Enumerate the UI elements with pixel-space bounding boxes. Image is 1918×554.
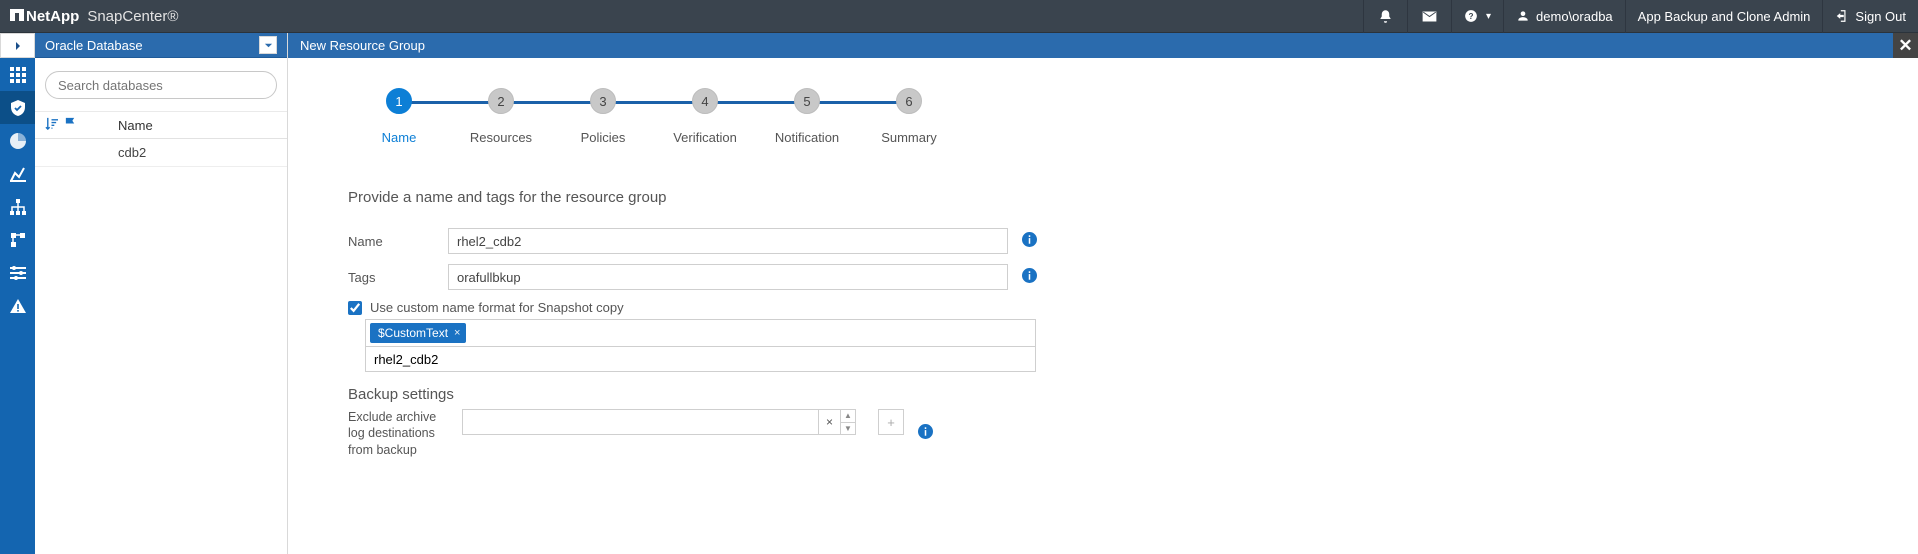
rail-item-resources[interactable]	[0, 91, 35, 124]
step-policies[interactable]: 3 Policies	[552, 88, 654, 145]
pie-icon	[10, 133, 26, 149]
resource-panel: Oracle Database Name cdb2	[35, 33, 288, 554]
notifications-button[interactable]	[1363, 0, 1407, 33]
exclude-row: Exclude archive log destinations from ba…	[348, 409, 1858, 458]
tags-label: Tags	[348, 270, 448, 285]
rail-item-storage[interactable]	[0, 223, 35, 256]
close-button[interactable]: ✕	[1893, 33, 1918, 58]
exclude-input[interactable]	[462, 409, 818, 435]
info-icon	[1022, 232, 1037, 247]
snapshot-name-input[interactable]	[365, 346, 1036, 372]
brand: NetApp SnapCenter®	[0, 8, 178, 25]
column-name[interactable]: Name	[110, 118, 153, 133]
sort-button[interactable]	[45, 117, 58, 133]
tags-info-button[interactable]	[1022, 268, 1037, 286]
wizard-main: New Resource Group ✕ 1 Name 2 Resources	[288, 33, 1918, 554]
token-customtext: $CustomText ×	[370, 323, 466, 343]
backup-settings-heading: Backup settings	[348, 386, 1858, 403]
spinner-down-button[interactable]: ▼	[841, 423, 855, 435]
list-item-label: cdb2	[110, 145, 146, 160]
user-icon	[1516, 9, 1530, 23]
netapp-mark-icon	[10, 8, 24, 25]
resource-view-bar: Oracle Database	[35, 33, 287, 58]
custom-format-row: Use custom name format for Snapshot copy	[348, 300, 1858, 315]
role-label[interactable]: App Backup and Clone Admin	[1625, 0, 1823, 33]
exclude-combo: × ▲ ▼	[462, 409, 856, 435]
shield-check-icon	[10, 100, 26, 116]
expand-rail-button[interactable]	[0, 33, 35, 58]
wizard-title: New Resource Group	[300, 38, 425, 53]
storage-icon	[10, 232, 26, 248]
brand-product: SnapCenter®	[87, 8, 178, 25]
alert-icon	[10, 298, 26, 314]
resource-search-row	[35, 58, 287, 112]
icon-rail	[0, 33, 35, 554]
step-name[interactable]: 1 Name	[348, 88, 450, 145]
signout-icon	[1835, 9, 1849, 23]
rail-item-dashboard[interactable]	[0, 58, 35, 91]
hierarchy-icon	[10, 199, 26, 215]
wizard-header: New Resource Group ✕	[288, 33, 1918, 58]
wizard-stepper: 1 Name 2 Resources 3 Policies 4	[348, 88, 1858, 145]
messages-button[interactable]	[1407, 0, 1451, 33]
filter-button[interactable]	[64, 117, 77, 133]
flag-icon	[64, 117, 77, 130]
search-input[interactable]	[45, 71, 277, 99]
info-icon	[918, 424, 933, 439]
exclude-add-button[interactable]: +	[878, 409, 904, 435]
chevron-down-icon	[264, 41, 273, 50]
exclude-info-button[interactable]	[918, 424, 933, 442]
step-summary[interactable]: 6 Summary	[858, 88, 960, 145]
envelope-icon	[1422, 9, 1437, 24]
form-heading: Provide a name and tags for the resource…	[348, 189, 1858, 206]
rail-item-hosts[interactable]	[0, 190, 35, 223]
custom-format-checkbox[interactable]	[348, 301, 362, 315]
svg-text:?: ?	[1469, 12, 1474, 21]
field-row-tags: Tags	[348, 264, 1858, 290]
step-notification[interactable]: 5 Notification	[756, 88, 858, 145]
rail-item-settings[interactable]	[0, 256, 35, 289]
name-label: Name	[348, 234, 448, 249]
exclude-label: Exclude archive log destinations from ba…	[348, 409, 448, 458]
resource-list-header: Name	[35, 112, 287, 139]
sliders-icon	[10, 265, 26, 281]
resource-view-label: Oracle Database	[45, 38, 143, 53]
exclude-clear-button[interactable]: ×	[818, 409, 840, 435]
wizard-form: Provide a name and tags for the resource…	[348, 189, 1858, 458]
list-item[interactable]: cdb2	[35, 139, 287, 167]
info-icon	[1022, 268, 1037, 283]
chevron-down-icon: ▾	[1486, 11, 1491, 22]
field-row-name: Name	[348, 228, 1858, 254]
bell-icon	[1378, 9, 1393, 24]
exclude-spinner: ▲ ▼	[840, 409, 856, 435]
chart-icon	[10, 166, 26, 182]
spinner-up-button[interactable]: ▲	[841, 410, 855, 423]
close-icon: ✕	[1898, 36, 1912, 56]
topbar: NetApp SnapCenter® ? ▾ demo\oradba App B…	[0, 0, 1918, 33]
name-input[interactable]	[448, 228, 1008, 254]
grid-icon	[10, 67, 26, 83]
signout-button[interactable]: Sign Out	[1822, 0, 1918, 33]
rail-item-alerts[interactable]	[0, 289, 35, 322]
step-resources[interactable]: 2 Resources	[450, 88, 552, 145]
token-remove-button[interactable]: ×	[454, 327, 460, 339]
user-menu[interactable]: demo\oradba	[1503, 0, 1625, 33]
rail-item-reports[interactable]	[0, 157, 35, 190]
chevron-right-icon	[13, 41, 23, 51]
user-label: demo\oradba	[1536, 9, 1613, 24]
rail-item-monitor[interactable]	[0, 124, 35, 157]
brand-logo: NetApp	[10, 8, 79, 25]
custom-format-label: Use custom name format for Snapshot copy	[370, 300, 624, 315]
sort-icon	[45, 117, 58, 130]
help-icon: ?	[1464, 9, 1478, 23]
name-info-button[interactable]	[1022, 232, 1037, 250]
tags-input[interactable]	[448, 264, 1008, 290]
token-box[interactable]: $CustomText ×	[365, 319, 1036, 347]
step-verification[interactable]: 4 Verification	[654, 88, 756, 145]
help-button[interactable]: ? ▾	[1451, 0, 1503, 33]
resource-view-dropdown[interactable]	[259, 36, 277, 54]
